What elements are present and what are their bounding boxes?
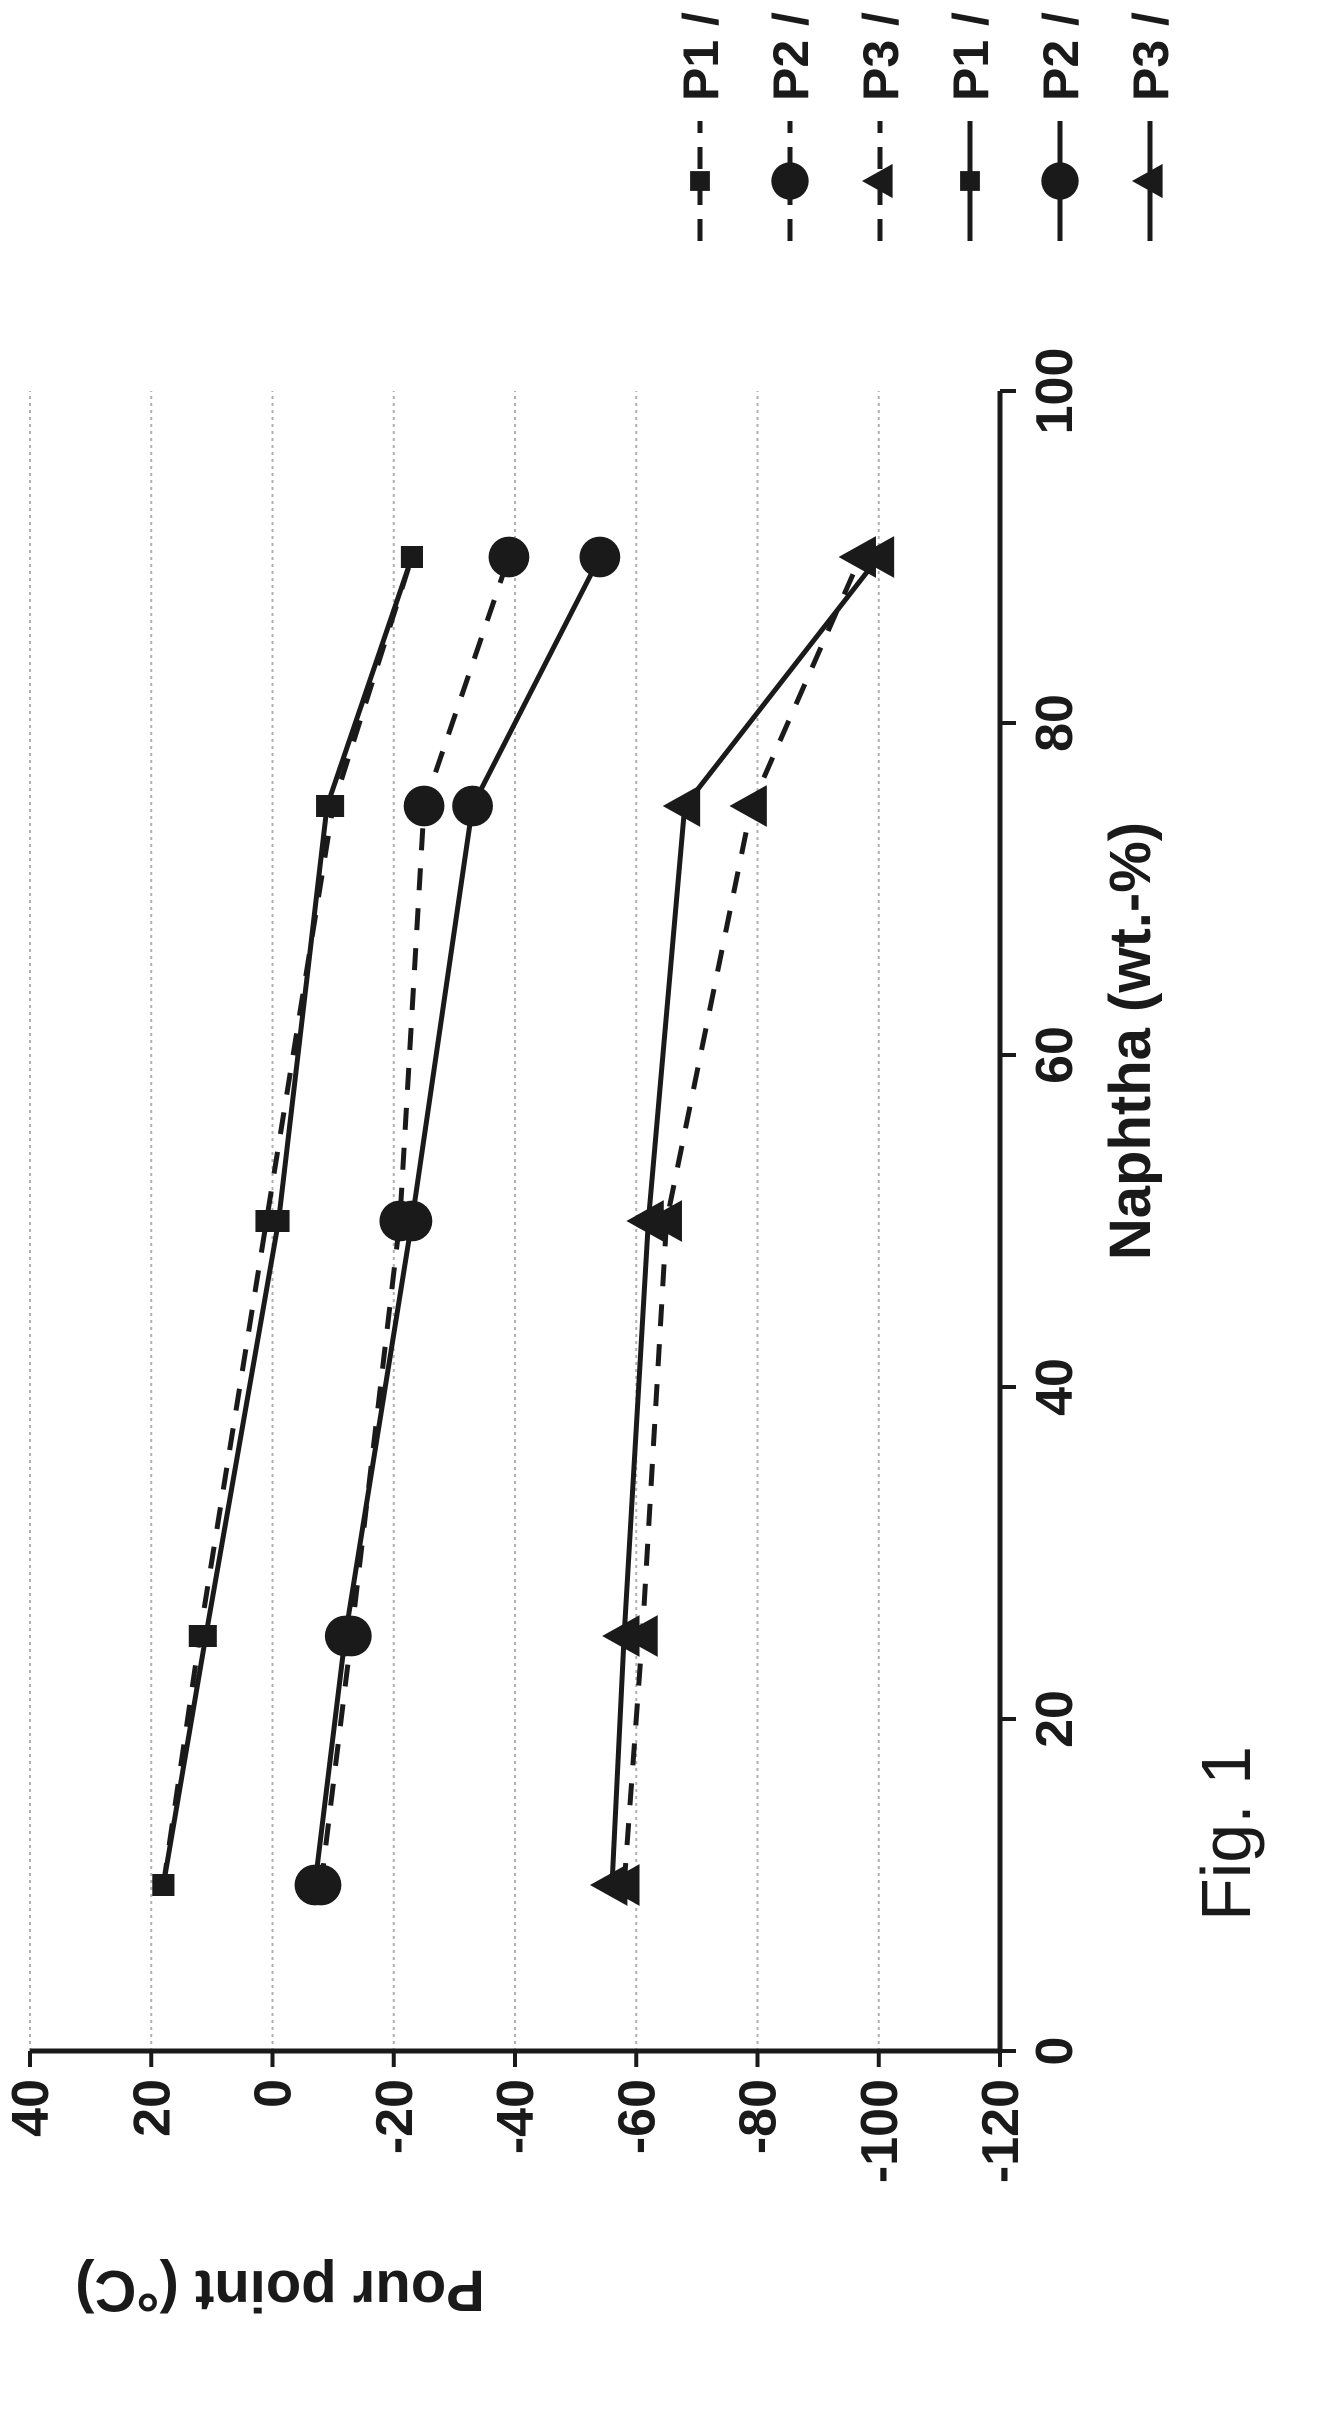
x-tick-label: 0	[1026, 2037, 1084, 2066]
legend-item: P2 / N1	[1033, 0, 1089, 241]
x-tick-label: 60	[1026, 1026, 1084, 1084]
figure-caption: Fig. 1	[1187, 1746, 1265, 1921]
data-point	[331, 1616, 372, 1657]
y-axis-title: Pour point (°C)	[75, 2258, 485, 2323]
x-axis-title: Naphtha (wt.-%)	[1098, 822, 1163, 1260]
legend-label: P2 / N1	[1033, 0, 1089, 101]
data-point	[771, 162, 808, 199]
data-point	[452, 786, 493, 827]
legend-label: P1 / N1	[943, 0, 999, 101]
legend-item: P1 / N2	[673, 0, 729, 241]
series-1	[295, 537, 621, 1906]
y-tick-label: -80	[730, 2079, 788, 2154]
data-point	[255, 1210, 277, 1232]
data-point	[729, 785, 766, 827]
series-line	[315, 557, 600, 1885]
data-point	[690, 171, 710, 191]
data-point	[960, 171, 980, 191]
x-tick-label: 40	[1026, 1358, 1084, 1416]
legend-label: P1 / N2	[673, 0, 729, 101]
series-4	[301, 537, 530, 1906]
legend-label: P2 / N2	[763, 0, 819, 101]
data-point	[189, 1625, 211, 1647]
data-point	[489, 537, 530, 578]
data-point	[1132, 164, 1163, 198]
legend-item: P1 / N1	[943, 0, 999, 241]
x-tick-label: 100	[1026, 348, 1084, 435]
legend-label: P3 / N1	[1123, 0, 1179, 101]
y-tick-label: 40	[2, 2079, 60, 2137]
data-point	[322, 795, 344, 817]
legend-label: P3 / N2	[853, 0, 909, 101]
x-tick-label: 80	[1026, 694, 1084, 752]
data-point	[152, 1874, 174, 1896]
y-tick-label: -120	[972, 2079, 1030, 2183]
data-point	[379, 1201, 420, 1242]
data-point	[862, 164, 893, 198]
legend-item: P2 / N2	[763, 0, 819, 241]
y-tick-label: 0	[245, 2079, 303, 2108]
data-point	[839, 536, 876, 578]
y-tick-label: -60	[608, 2079, 666, 2154]
y-tick-label: 20	[123, 2079, 181, 2137]
legend-item: P3 / N1	[1123, 0, 1179, 241]
data-point	[1041, 162, 1078, 199]
x-tick-label: 20	[1026, 1690, 1084, 1748]
y-tick-label: -40	[487, 2079, 545, 2154]
y-tick-label: -100	[851, 2079, 909, 2183]
data-point	[404, 786, 445, 827]
data-point	[401, 546, 423, 568]
data-point	[579, 537, 620, 578]
legend-item: P3 / N2	[853, 0, 909, 241]
y-tick-label: -20	[366, 2079, 424, 2154]
data-point	[301, 1865, 342, 1906]
